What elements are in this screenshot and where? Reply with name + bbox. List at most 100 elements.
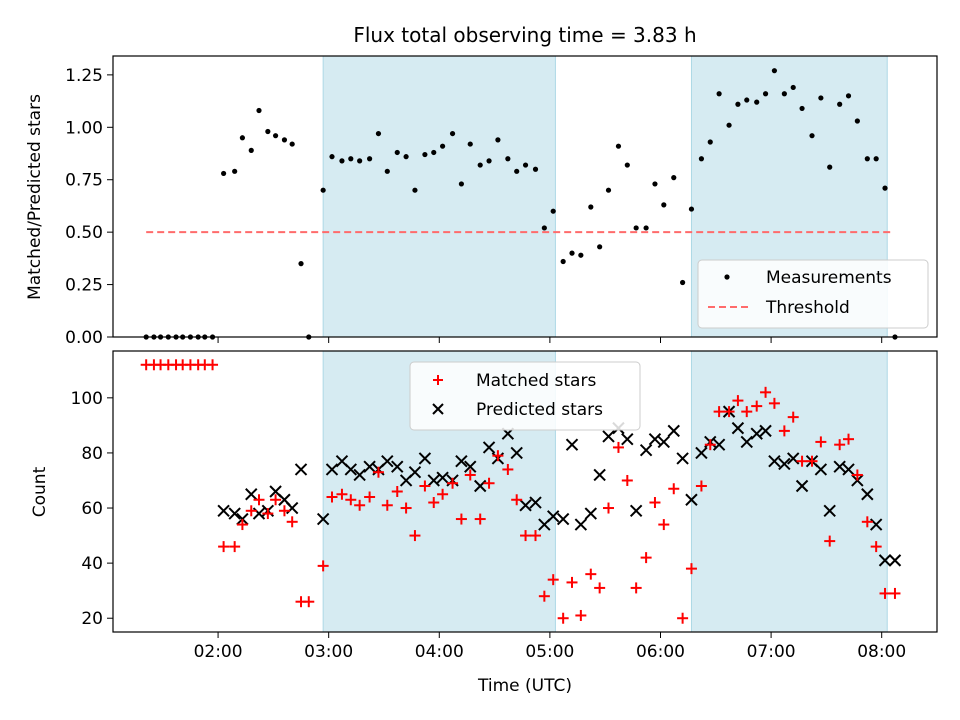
chart-title: Flux total observing time = 3.83 h [353, 23, 696, 47]
x-axis-label: Time (UTC) [477, 676, 572, 696]
measurement-point [688, 206, 695, 212]
top-legend-box [697, 259, 929, 329]
predicted-star-point [593, 468, 606, 482]
matched-star-point [658, 519, 670, 531]
matched-star-point [345, 494, 357, 506]
matched-star-point [640, 552, 652, 564]
legend-measurements-label: Measurements [766, 268, 892, 288]
measurement-point [248, 147, 254, 153]
matched-star-point [511, 494, 523, 506]
predicted-star-point [695, 446, 708, 460]
matched-star-point [861, 516, 873, 528]
measurement-point [707, 139, 713, 145]
predicted-star-point [639, 443, 653, 457]
measurement-point [232, 168, 238, 174]
measurement-point [781, 91, 787, 97]
matched-star-point [889, 587, 901, 599]
predicted-star-point [584, 507, 598, 520]
top-y-tick-label-3: 0.75 [65, 171, 103, 191]
measurement-point [643, 225, 649, 231]
bottom-x-tick-label-3: 05:00 [525, 642, 574, 662]
measurement-point [771, 68, 778, 74]
bottom-x-tick-label-6: 08:00 [857, 642, 906, 662]
measurement-point [809, 133, 815, 139]
predicted-star-point [228, 507, 241, 520]
top-y-tick-label-5: 1.25 [65, 66, 103, 86]
matched-star-point [843, 433, 855, 445]
matched-star-point [538, 590, 550, 602]
measurement-point [522, 162, 529, 168]
predicted-star-point [759, 424, 772, 438]
matched-star-point [713, 406, 725, 418]
matched-star-point [806, 455, 818, 467]
measurement-point [882, 185, 888, 191]
matched-star-point [464, 469, 476, 481]
measurement-point [818, 95, 824, 101]
matched-star-point [229, 541, 241, 553]
predicted-star-point [842, 463, 855, 476]
measurement-point [394, 149, 400, 156]
bottom-axes-frame [112, 350, 938, 633]
measurement-point [790, 84, 796, 91]
predicted-star-point [455, 454, 468, 468]
matched-star-point [381, 499, 393, 511]
matched-star-point [492, 450, 504, 462]
matched-star-point [419, 480, 431, 492]
measurement-point [716, 91, 722, 97]
predicted-star-point [427, 474, 440, 487]
measurement-point [422, 151, 428, 158]
matched-star-point [612, 441, 624, 453]
legend-matched-label: Matched stars [476, 371, 596, 391]
predicted-star-point [353, 468, 366, 482]
top-y-tick-label-4: 1.00 [65, 118, 103, 138]
matched-star-point [778, 425, 790, 437]
measurement-point [827, 164, 833, 170]
measurement-point [298, 261, 304, 267]
predicted-star-point [391, 460, 404, 473]
top-y-tick-label-2: 0.50 [65, 223, 103, 243]
measurement-point [514, 168, 520, 174]
matched-star-point [575, 609, 587, 621]
measurement-point [837, 101, 843, 107]
matched-star-point [732, 395, 744, 407]
predicted-star-point [768, 454, 781, 468]
top-y-axis-label: Matched/Predicted stars [25, 94, 45, 300]
predicted-star-point [519, 499, 532, 512]
predicted-star-point [833, 460, 846, 473]
predicted-star-point [602, 430, 615, 443]
predicted-star-point [878, 554, 892, 567]
shaded-region-1 [690, 350, 888, 633]
bottom-x-ticks: 02:00 03:00 04:00 05:00 06:00 07:00 08:00 [194, 632, 906, 662]
matched-star-point [483, 477, 495, 489]
matched-star-point [447, 477, 459, 489]
matched-star-point [437, 488, 449, 500]
matched-star-point [354, 499, 366, 511]
bottom-y-tick-label-0: 20 [81, 609, 103, 629]
matched-star-point [270, 494, 282, 506]
matched-star-point [723, 406, 735, 418]
measurement-point [762, 91, 769, 97]
bottom-y-tick-label-2: 60 [81, 499, 103, 519]
measurement-point [505, 156, 511, 162]
matched-star-point [870, 541, 882, 553]
predicted-star-point [245, 488, 258, 501]
predicted-star-point [750, 427, 763, 440]
measurement-point [357, 158, 363, 164]
measurement-point [458, 181, 465, 187]
predicted-star-point [667, 424, 680, 438]
bottom-x-tick-label-5: 07:00 [747, 642, 796, 662]
bottom-y-tick-label-1: 40 [81, 554, 103, 574]
predicted-star-point [814, 463, 828, 476]
matched-star-point [685, 563, 697, 575]
matched-star-point [286, 516, 298, 528]
bottom-panel: 20 40 60 80 100 02:00 03:00 04:00 05:00 06:00 07:… [30, 350, 938, 696]
predicted-star-point [574, 518, 588, 531]
measurement-point [735, 101, 741, 107]
measurement-point [680, 279, 686, 286]
measurement-point [486, 158, 492, 164]
predicted-star-point [482, 441, 496, 454]
measurement-point [348, 156, 354, 162]
predicted-star-point [795, 479, 809, 493]
predicted-star-point [556, 512, 570, 526]
